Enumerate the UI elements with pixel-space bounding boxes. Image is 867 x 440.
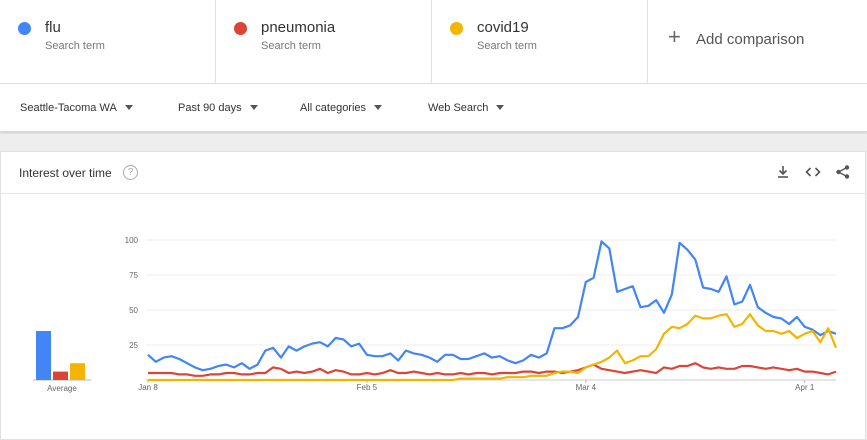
card-header: Interest over time ? bbox=[1, 152, 865, 194]
term-color-dot bbox=[450, 22, 463, 35]
term-subtitle: Search term bbox=[45, 40, 105, 52]
caret-down-icon bbox=[496, 104, 505, 110]
average-bar-2 bbox=[70, 363, 85, 380]
term-card-pneumonia[interactable]: pneumonia Search term bbox=[216, 0, 432, 84]
category-dropdown[interactable]: All categories bbox=[300, 102, 383, 114]
filter-bar: Seattle-Tacoma WA Past 90 days All categ… bbox=[0, 84, 867, 132]
series-line-2 bbox=[148, 313, 838, 382]
series-line-1 bbox=[148, 362, 837, 377]
search-terms-bar: flu Search term pneumonia Search term co… bbox=[0, 0, 867, 84]
add-comparison-label: Add comparison bbox=[696, 31, 805, 48]
region-dropdown[interactable]: Seattle-Tacoma WA bbox=[20, 102, 133, 114]
help-icon[interactable]: ? bbox=[123, 165, 138, 180]
caret-down-icon bbox=[249, 104, 258, 110]
average-bar-0 bbox=[36, 331, 51, 380]
y-tick-label: 75 bbox=[129, 271, 138, 280]
term-subtitle: Search term bbox=[477, 40, 537, 52]
card-title: Interest over time bbox=[19, 166, 112, 180]
average-label: Average bbox=[47, 384, 77, 393]
term-name[interactable]: pneumonia bbox=[261, 19, 336, 36]
y-tick-label: 50 bbox=[129, 306, 138, 315]
term-name[interactable]: covid19 bbox=[477, 19, 529, 36]
term-subtitle: Search term bbox=[261, 40, 321, 52]
x-tick-label: Apr 1 bbox=[795, 383, 815, 392]
x-tick-label: Jan 8 bbox=[138, 383, 158, 392]
y-tick-label: 25 bbox=[129, 341, 138, 350]
y-tick-label: 100 bbox=[125, 236, 139, 245]
share-icon[interactable] bbox=[833, 162, 853, 182]
term-name[interactable]: flu bbox=[45, 19, 61, 36]
x-tick-label: Mar 4 bbox=[576, 383, 597, 392]
search-type-dropdown[interactable]: Web Search bbox=[428, 102, 505, 114]
term-color-dot bbox=[18, 22, 31, 35]
series-line-0 bbox=[147, 240, 837, 372]
embed-icon[interactable] bbox=[803, 162, 823, 182]
add-comparison-button[interactable]: + Add comparison bbox=[648, 0, 867, 83]
caret-down-icon bbox=[374, 104, 383, 110]
category-label: All categories bbox=[300, 102, 367, 114]
x-tick-label: Feb 5 bbox=[357, 383, 378, 392]
term-card-flu[interactable]: flu Search term bbox=[0, 0, 216, 84]
caret-down-icon bbox=[124, 104, 133, 110]
term-card-covid19[interactable]: covid19 Search term bbox=[432, 0, 648, 84]
average-bar-1 bbox=[53, 371, 68, 380]
plus-icon: + bbox=[668, 24, 681, 49]
region-label: Seattle-Tacoma WA bbox=[20, 102, 117, 114]
period-dropdown[interactable]: Past 90 days bbox=[178, 102, 258, 114]
search-type-label: Web Search bbox=[428, 102, 489, 114]
download-icon[interactable] bbox=[773, 162, 793, 182]
period-label: Past 90 days bbox=[178, 102, 242, 114]
term-color-dot bbox=[234, 22, 247, 35]
